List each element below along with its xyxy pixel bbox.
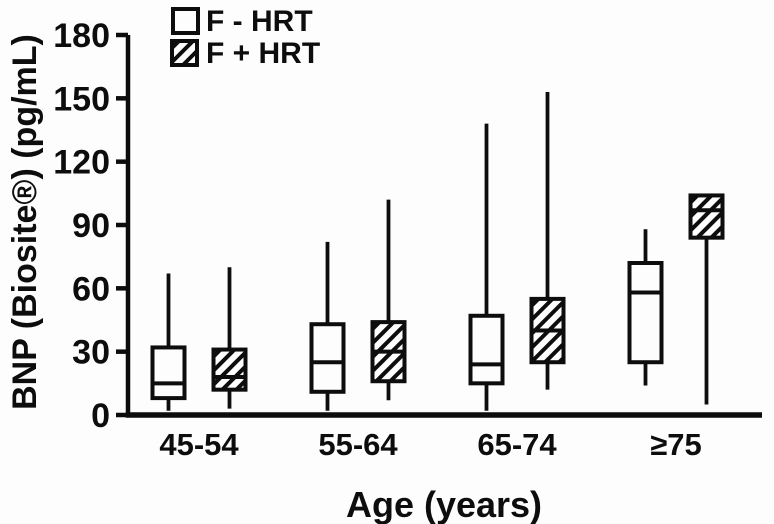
box-border [627, 261, 664, 365]
box-body [152, 347, 185, 399]
y-tick-label: 60 [72, 270, 110, 308]
x-category-label: ≥75 [650, 427, 702, 462]
legend: F - HRT F + HRT [170, 5, 320, 70]
legend-label-f-plus-hrt: F + HRT [206, 37, 320, 70]
box-f-plus-hrt-65-74 [529, 92, 566, 390]
box-f-plus-hrt-55-64 [370, 199, 407, 401]
box-border [211, 347, 248, 392]
y-tick-label: 30 [72, 334, 110, 372]
box-f-plus-hrt-45-54 [211, 267, 248, 409]
legend-label-f-minus-hrt: F - HRT [206, 5, 313, 38]
box-f-minus-hrt-65-74 [468, 123, 505, 411]
y-tick-label: 150 [53, 80, 110, 118]
legend-item-f-plus-hrt: F + HRT [170, 37, 320, 70]
box-hatch-line [212, 351, 247, 386]
box-hatch-line [371, 337, 406, 373]
box-f-minus-hrt-55-64 [309, 241, 346, 411]
box-border [468, 313, 505, 386]
y-axis-title: BNP (Biosite®) (pg/mL) [6, 34, 44, 410]
box-hatch-line [543, 342, 565, 364]
plot-layer [150, 92, 725, 411]
box-body [470, 315, 503, 384]
box-border [309, 322, 346, 394]
x-category-label: 45-54 [159, 427, 239, 462]
y-tick-label: 120 [53, 144, 110, 182]
box-f-plus-hrt-≥75 [688, 193, 725, 405]
box-hatch-line [212, 348, 236, 372]
legend-swatch-open-icon [171, 7, 200, 35]
legend-hatch-line [181, 49, 199, 67]
axes-layer: 0 30 60 90 120 150 180 45-54 55-64 65-74 ≥75 [53, 17, 762, 462]
legend-swatch-hatched-icon [170, 39, 199, 67]
box-hatch-line [689, 197, 724, 232]
x-category-label: 65-74 [477, 427, 557, 462]
y-tick-label: 90 [72, 207, 110, 245]
box-body [311, 324, 344, 392]
box-f-minus-hrt-45-54 [150, 273, 187, 411]
y-tick-label: 0 [91, 397, 110, 435]
box-hatch-line [695, 211, 724, 240]
x-axis-title: Age (years) [346, 484, 542, 524]
box-hatch-line [530, 328, 565, 364]
box-f-minus-hrt-≥75 [627, 229, 664, 386]
x-category-label: 55-64 [318, 427, 398, 462]
box-border [688, 193, 725, 240]
box-border [150, 345, 187, 401]
y-tick-label: 180 [53, 17, 110, 55]
box-hatch-line [388, 365, 406, 383]
box-hatch-line [530, 297, 554, 322]
legend-item-f-minus-hrt: F - HRT [171, 5, 313, 38]
box-hatch-line [689, 194, 713, 218]
box-body [629, 263, 662, 363]
legend-hatch-line [170, 39, 195, 64]
box-hatch-line [374, 351, 406, 383]
legend-hatch-pattern-icon [170, 39, 199, 67]
box-hatch-line [371, 320, 395, 345]
